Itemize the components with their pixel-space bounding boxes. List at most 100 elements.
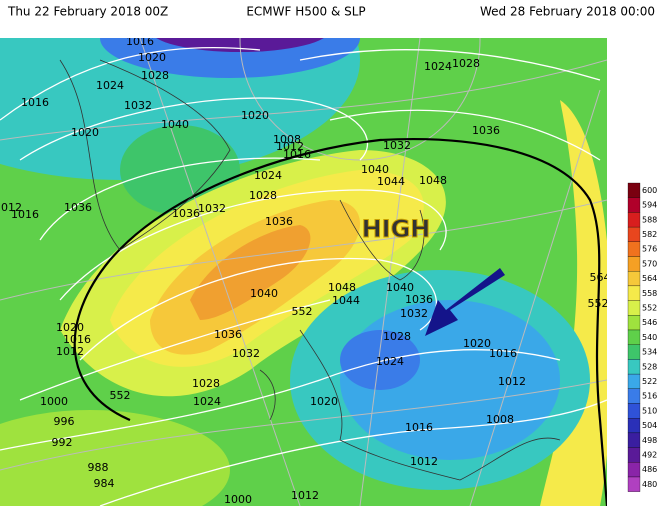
isobar-label: 996 xyxy=(54,415,75,428)
header-left: Thu 22 February 2018 00Z xyxy=(7,5,168,19)
colorbar-label: 558 xyxy=(642,289,657,298)
isobar-label: 988 xyxy=(88,461,109,474)
colorbar-swatch xyxy=(627,329,641,345)
isobar-label: 1020 xyxy=(463,337,491,350)
colorbar-label: 528 xyxy=(642,362,657,371)
isobar-label: 1036 xyxy=(172,207,200,220)
isobar-label: 1032 xyxy=(383,139,411,152)
trough-core xyxy=(340,330,420,390)
isobar-label: 1020 xyxy=(71,126,99,139)
isobar-label: 552 xyxy=(110,389,131,402)
colorbar-swatch xyxy=(627,315,641,331)
isobar-label: 1040 xyxy=(161,118,189,131)
arrow xyxy=(425,268,505,336)
isobar-label: 984 xyxy=(94,477,115,490)
colorbar-swatch xyxy=(627,256,641,272)
contour-552 xyxy=(73,137,607,506)
coastlines xyxy=(59,59,561,481)
isobar-label: 1036 xyxy=(472,124,500,137)
isobar-label: 1020 xyxy=(241,109,269,122)
colorbar-label: 576 xyxy=(642,245,657,254)
colorbar-swatch xyxy=(627,373,641,389)
isobar-label: 1020 xyxy=(138,51,166,64)
isobar-label: 1036 xyxy=(64,201,92,214)
colorbar-swatch xyxy=(627,182,641,198)
isobar-label: 992 xyxy=(52,436,73,449)
colorbar-label: 486 xyxy=(642,465,657,474)
isobar-label: 1036 xyxy=(265,215,293,228)
colorbar-swatch xyxy=(627,418,641,434)
isobar-label: 1016 xyxy=(11,208,39,221)
isobar-label: 1016 xyxy=(283,148,311,161)
colorbar-swatch xyxy=(627,197,641,213)
colorbar-swatch xyxy=(627,432,641,448)
colorbar-label: 540 xyxy=(642,333,657,342)
colorbar-swatch xyxy=(627,388,641,404)
colorbar-label: 588 xyxy=(642,215,657,224)
isobar-label: 1032 xyxy=(232,347,260,360)
isobar-label: 1020 xyxy=(310,395,338,408)
colorbar-label: 498 xyxy=(642,436,657,445)
colorbar-swatch xyxy=(627,271,641,287)
isobar-label: 1024 xyxy=(96,79,124,92)
colorbar-label: 480 xyxy=(642,480,657,489)
isobar-label: 1032 xyxy=(198,202,226,215)
colorbar-label: 510 xyxy=(642,406,657,415)
isobar-label: 1028 xyxy=(249,189,277,202)
isobar-label: 1048 xyxy=(328,281,356,294)
isobar-label: 1016 xyxy=(489,347,517,360)
isobar-label: 1028 xyxy=(192,377,220,390)
colorbar-swatch xyxy=(627,359,641,375)
isobar-label: 1016 xyxy=(405,421,433,434)
isobar-label: 552 xyxy=(588,297,609,310)
colorbar-swatch xyxy=(627,212,641,228)
field-blue xyxy=(100,38,360,78)
isobar-label: 1012 xyxy=(498,375,526,388)
colorbar-swatch xyxy=(627,241,641,257)
isobar-label: 1000 xyxy=(40,395,68,408)
isobar-label: 1040 xyxy=(250,287,278,300)
high-label: HIGH xyxy=(362,215,431,243)
isobar-label: 1008 xyxy=(273,133,301,146)
colorbar-label: 504 xyxy=(642,421,657,430)
ridge-orange xyxy=(190,225,311,320)
isobar-label: 1016 xyxy=(126,35,154,48)
colorbar-label: 516 xyxy=(642,392,657,401)
isobar-label: 1024 xyxy=(254,169,282,182)
colorbar-swatch xyxy=(627,403,641,419)
colorbar-label: 522 xyxy=(642,377,657,386)
colorbar-swatch xyxy=(627,476,641,492)
isobars xyxy=(0,46,607,506)
graticule xyxy=(0,38,607,506)
colorbar-swatch xyxy=(627,285,641,301)
isobar-label: 1024 xyxy=(376,355,404,368)
isobar-label: 1012 xyxy=(56,345,84,358)
isobar-label: 1036 xyxy=(405,293,433,306)
isobar-label: 1012 xyxy=(276,140,304,153)
isobar-label: 1040 xyxy=(386,281,414,294)
isobar-label: 1000 xyxy=(224,493,252,506)
isobar-label: 1012 xyxy=(0,201,22,214)
colorbar-swatch xyxy=(627,447,641,463)
isobar-label: 552 xyxy=(292,305,313,318)
colorbar-label: 492 xyxy=(642,450,657,459)
isobar-label: 1028 xyxy=(452,57,480,70)
isobar-label: 1012 xyxy=(291,489,319,502)
header-right: Wed 28 February 2018 00:00 xyxy=(480,5,655,19)
isobar-label: 1012 xyxy=(410,455,438,468)
header-center: ECMWF H500 & SLP xyxy=(246,5,365,19)
isobar-label: 1032 xyxy=(124,99,152,112)
isobar-label: 1020 xyxy=(56,321,84,334)
colorbar-label: 564 xyxy=(642,274,657,283)
colorbar-swatch xyxy=(627,344,641,360)
colorbar-label: 552 xyxy=(642,303,657,312)
isobar-label: 564 xyxy=(590,271,611,284)
colorbar: 600 594 588 582 576 570 564 558 552 546 540 534 528 5… xyxy=(627,182,657,492)
isobar-label: 1024 xyxy=(193,395,221,408)
isobar-label: 1040 xyxy=(361,163,389,176)
colorbar-swatch xyxy=(627,300,641,316)
isobar-label: 1044 xyxy=(332,294,360,307)
